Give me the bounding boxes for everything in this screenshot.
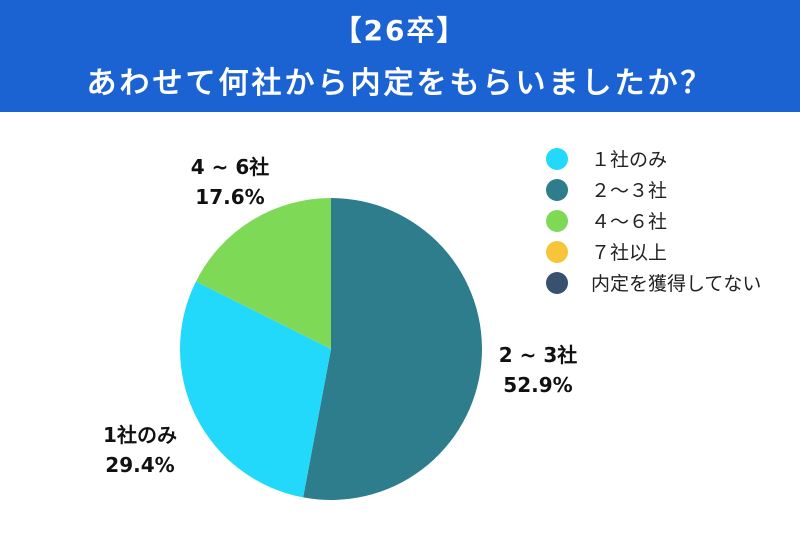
pie-slice-4-6 xyxy=(195,198,331,349)
legend-swatch-4-6 xyxy=(546,209,568,232)
slice-label-4-6: 4 ~ 6社 17.6% xyxy=(160,152,300,212)
legend-label-1: １社のみ xyxy=(591,149,668,171)
slice-label-1-name: 1社のみ xyxy=(103,423,177,447)
legend-swatch-2-3 xyxy=(546,178,568,201)
legend-swatch-none xyxy=(546,271,568,294)
slice-label-1-value: 29.4% xyxy=(105,453,175,477)
legend-swatch-1 xyxy=(546,147,568,170)
legend-item-1: １社のみ xyxy=(546,143,761,174)
legend-item-4-6: ４〜６社 xyxy=(546,205,761,236)
legend-label-4-6: ４〜６社 xyxy=(591,211,668,233)
pie-slice-1 xyxy=(180,281,331,498)
slice-label-2-3: 2 ~ 3社 52.9% xyxy=(468,340,608,400)
slice-label-2-3-value: 52.9% xyxy=(503,373,573,397)
legend-item-7plus: ７社以上 xyxy=(546,236,761,267)
slice-label-2-3-name: 2 ~ 3社 xyxy=(498,343,578,367)
slice-label-1: 1社のみ 29.4% xyxy=(70,420,210,480)
legend: １社のみ ２〜３社 ４〜６社 ７社以上 内定を獲得してない xyxy=(546,143,761,298)
slice-label-4-6-name: 4 ~ 6社 xyxy=(190,155,270,179)
slice-label-4-6-value: 17.6% xyxy=(195,185,265,209)
title-line-1: 【26卒】 xyxy=(333,14,467,47)
legend-label-2-3: ２〜３社 xyxy=(591,180,668,202)
legend-label-none: 内定を獲得してない xyxy=(591,273,762,295)
legend-swatch-7plus xyxy=(546,240,568,263)
pie-slice-2-3 xyxy=(303,198,482,500)
legend-item-2-3: ２〜３社 xyxy=(546,174,761,205)
title-banner: 【26卒】 あわせて何社から内定をもらいましたか？ xyxy=(0,0,800,112)
legend-label-7plus: ７社以上 xyxy=(591,242,668,264)
legend-item-none: 内定を獲得してない xyxy=(546,267,761,298)
title-line-2: あわせて何社から内定をもらいましたか？ xyxy=(86,66,714,101)
